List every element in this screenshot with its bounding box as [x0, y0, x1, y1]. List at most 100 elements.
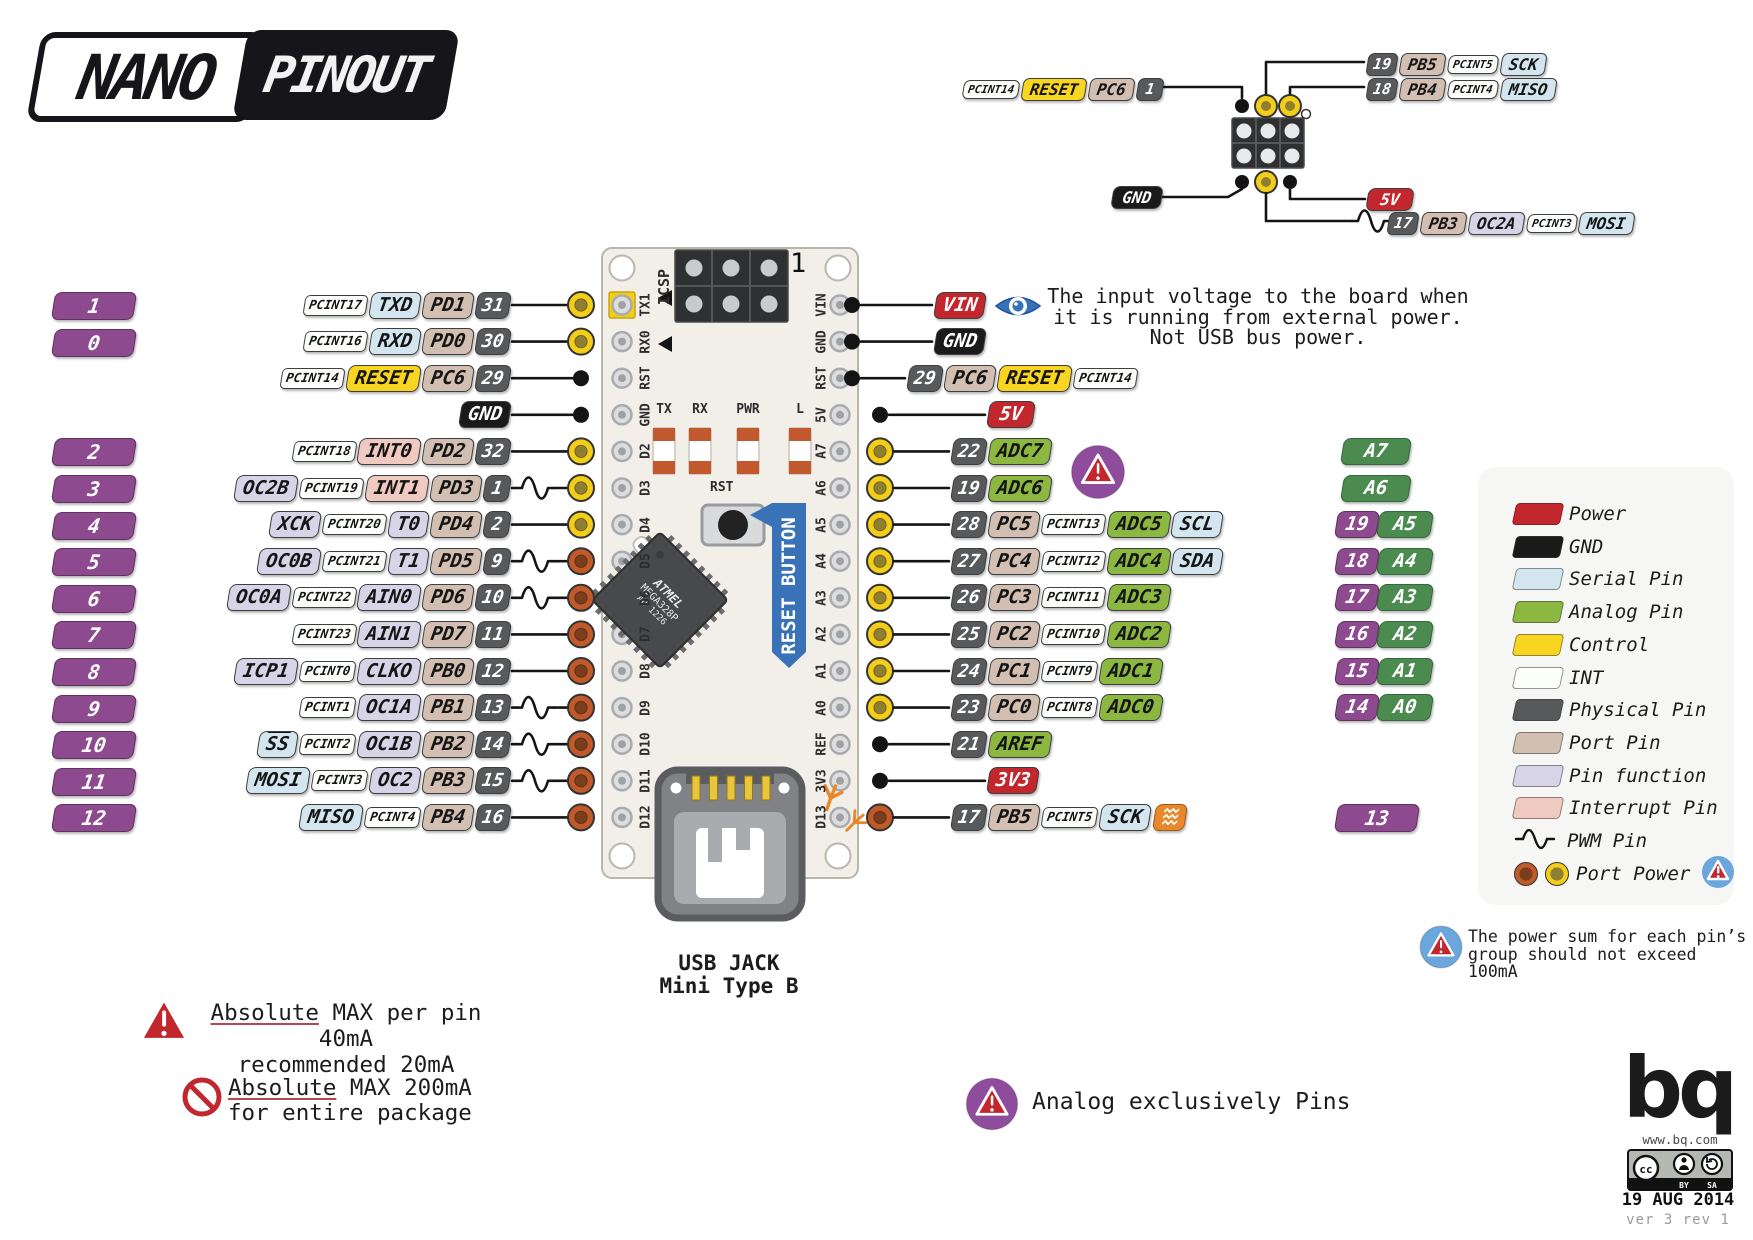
underlined-word: Absolute — [228, 1075, 337, 1101]
badge-label: RESET — [1028, 79, 1080, 99]
warning-triangle-icon — [1701, 855, 1735, 893]
board-pad-hole — [836, 557, 844, 566]
badge-label: 30 — [480, 330, 506, 352]
usb-pin — [761, 775, 771, 801]
usb-pin — [691, 775, 701, 801]
badge-label: SDA — [1178, 549, 1217, 572]
terminal-core — [1261, 177, 1271, 187]
badge-chain: 27 PC4 PCINT12 ADC4 SDA — [949, 547, 1225, 575]
badge-24: 24 — [949, 657, 988, 685]
cc-by-icon — [1681, 1157, 1687, 1163]
left-pin-row: MOSI PCINT3 OC2 PB3 15 — [40, 767, 513, 795]
badge-label: PB0 — [429, 659, 468, 682]
badge-label: PD3 — [437, 476, 475, 499]
mcu-part — [656, 550, 664, 559]
icsp-header-hole — [722, 295, 740, 313]
badge-label: ADC5 — [1114, 513, 1164, 536]
led-cap — [789, 428, 811, 441]
badge-label: OC1A — [364, 696, 414, 719]
analog-pin-A1: A1 — [1375, 657, 1435, 685]
badge-sda: SDA — [1170, 547, 1225, 575]
led-label: RX — [692, 402, 708, 417]
badge-label: OC0A — [234, 586, 284, 609]
terminal-core — [574, 481, 588, 495]
badge-int1: INT1 — [363, 474, 430, 502]
pwm-squiggle — [514, 476, 556, 500]
badge-oc1b: OC1B — [356, 730, 423, 758]
icsp-breakout-hole — [1236, 148, 1252, 164]
badge-label: PB4 — [1406, 79, 1439, 99]
board-pad-hole — [618, 447, 626, 456]
badge-pcint17: PCINT17 — [302, 294, 369, 316]
badge-label: INT0 — [364, 439, 414, 462]
badge-label: PD1 — [429, 293, 468, 316]
badge-label: 22 — [956, 440, 982, 462]
icsp-pin1-label: 1 — [790, 248, 807, 279]
legend-item-physical-pin: Physical Pin — [1511, 697, 1706, 723]
terminal-core — [574, 664, 588, 678]
analog-pin-number: 19 — [1333, 511, 1381, 539]
badge-pd5: PD5 — [428, 547, 484, 575]
badge-pc6: PC6 — [420, 364, 476, 392]
badge-label: RESET — [1004, 366, 1066, 389]
terminal-dot — [1283, 175, 1297, 189]
badge-pc6: PC6 — [942, 364, 998, 392]
analog-pin-row: 16 A2 — [1333, 620, 1435, 648]
badge-pcint2: PCINT2 — [298, 733, 357, 755]
board-pad-hole — [618, 813, 626, 822]
badge-chain: 22 ADC7 — [949, 437, 1053, 465]
high-frequency-icon — [1151, 803, 1188, 831]
badge-label: AREF — [995, 732, 1045, 755]
badge-22: 22 — [949, 437, 988, 465]
legend-label: Serial Pin — [1569, 568, 1684, 591]
badge-t1: T1 — [386, 547, 430, 575]
absolute-max-pin-note: Absolute MAX per pin 40mA recommended 20… — [185, 1000, 507, 1078]
analog-pin-A3: A3 — [1375, 584, 1435, 612]
badge-chain: OC0A PCINT22 AIN0 PD6 10 — [225, 584, 513, 612]
badge-label: 15 — [480, 769, 506, 791]
terminal-core — [873, 481, 887, 495]
badge-ss: SS — [256, 730, 300, 758]
badge-pb1: PB1 — [420, 694, 476, 722]
badge-label: MOSI — [253, 769, 303, 792]
usb-jack-label: USB JACK Mini Type B — [618, 952, 840, 998]
port-power-orange-icon — [1514, 861, 1538, 886]
mounting-hole — [824, 842, 852, 870]
badge-pb4: PB4 — [1398, 78, 1447, 101]
badge-chain: MISO PCINT4 PB4 16 — [297, 803, 513, 831]
badge-adc7: ADC7 — [986, 437, 1053, 465]
terminal-dot — [872, 406, 888, 423]
badge-pcint11: PCINT11 — [1040, 587, 1107, 609]
icsp-header-hole — [685, 259, 703, 277]
badge-label: PCINT17 — [307, 296, 363, 312]
usb-jack-line2: Mini Type B — [659, 974, 799, 998]
reset-silk-label: RST — [710, 480, 734, 495]
board-pad-hole — [618, 667, 626, 675]
legend-swatch-power — [1511, 503, 1565, 525]
badge-pc1: PC1 — [986, 657, 1042, 685]
warning-exclamation — [161, 1030, 167, 1036]
bq-url: www.bq.com — [1642, 1132, 1718, 1147]
usb-screw — [670, 782, 682, 794]
icsp-header-hole — [722, 259, 740, 277]
badge-label: 2 — [489, 513, 505, 535]
badge-19: 19 — [949, 474, 988, 502]
board-pad-hole — [618, 520, 626, 529]
legend-item-power: Power — [1511, 501, 1626, 527]
board-pad-label: D13 — [814, 805, 830, 830]
abs-pkg-line2: for entire package — [228, 1100, 472, 1126]
badge-label: PC5 — [995, 513, 1033, 536]
analog-pin-A4: A4 — [1375, 547, 1435, 575]
warning-exclamation — [1440, 939, 1443, 949]
analog-pin-number: 15 — [1333, 657, 1381, 685]
warning-exclamation — [990, 1108, 994, 1112]
badge-pc0: PC0 — [986, 694, 1042, 722]
badge-label: 16 — [480, 806, 506, 828]
legend-label: Port Pin — [1569, 731, 1661, 754]
badge-label: 28 — [956, 513, 982, 535]
badge-28: 28 — [949, 511, 988, 539]
badge-label: PB3 — [1427, 213, 1460, 233]
vin-note-line3: Not USB bus power. — [1149, 325, 1367, 349]
terminal-core — [873, 591, 887, 605]
